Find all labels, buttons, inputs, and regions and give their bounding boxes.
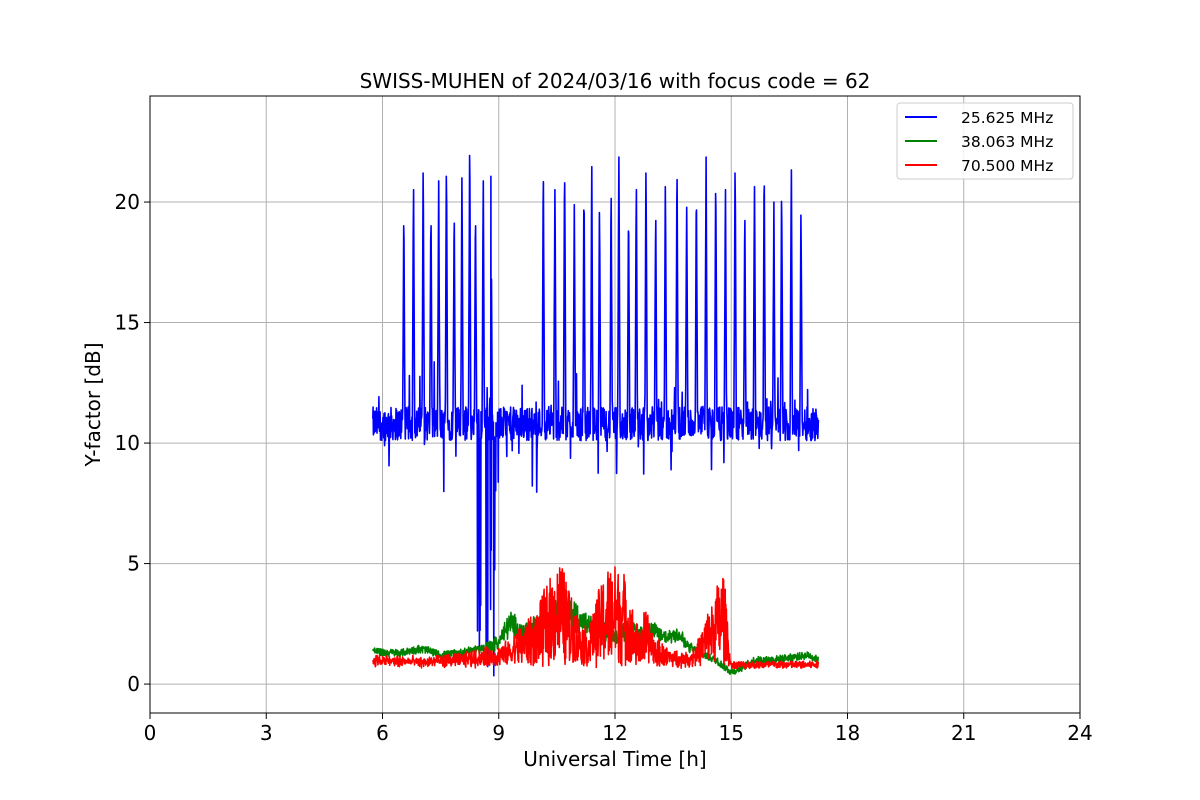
legend-label: 38.063 MHz: [961, 133, 1053, 151]
x-axis: 0 3 6 9 12 15 18 21 24: [144, 713, 1093, 745]
grid: [149, 96, 1081, 713]
x-tick-label: 6: [376, 721, 389, 745]
x-tick-label: 18: [835, 721, 860, 745]
y-axis-label: Y-factor [dB]: [81, 342, 105, 467]
x-tick-label: 12: [602, 721, 627, 745]
legend-label: 70.500 MHz: [961, 157, 1053, 175]
x-tick-label: 15: [719, 721, 744, 745]
x-tick-label: 21: [951, 721, 976, 745]
y-tick-label: 20: [115, 190, 140, 214]
x-tick-label: 3: [260, 721, 273, 745]
y-axis: 0 5 10 15 20: [115, 190, 150, 696]
legend-box: [896, 102, 1074, 180]
y-tick-label: 10: [115, 431, 140, 455]
x-tick-label: 24: [1067, 721, 1092, 745]
plot-area: [372, 154, 820, 677]
series-line-0: [372, 154, 820, 677]
chart-title: SWISS-MUHEN of 2024/03/16 with focus cod…: [360, 69, 871, 93]
y-tick-label: 5: [127, 552, 140, 576]
x-tick-label: 0: [144, 721, 157, 745]
x-tick-label: 9: [492, 721, 505, 745]
y-tick-label: 0: [127, 672, 140, 696]
x-axis-label: Universal Time [h]: [523, 747, 706, 771]
series-line-2: [372, 566, 820, 670]
legend-label: 25.625 MHz: [961, 109, 1053, 127]
y-tick-label: 15: [115, 311, 140, 335]
legend: 25.625 MHz 38.063 MHz 70.500 MHz: [896, 102, 1074, 180]
